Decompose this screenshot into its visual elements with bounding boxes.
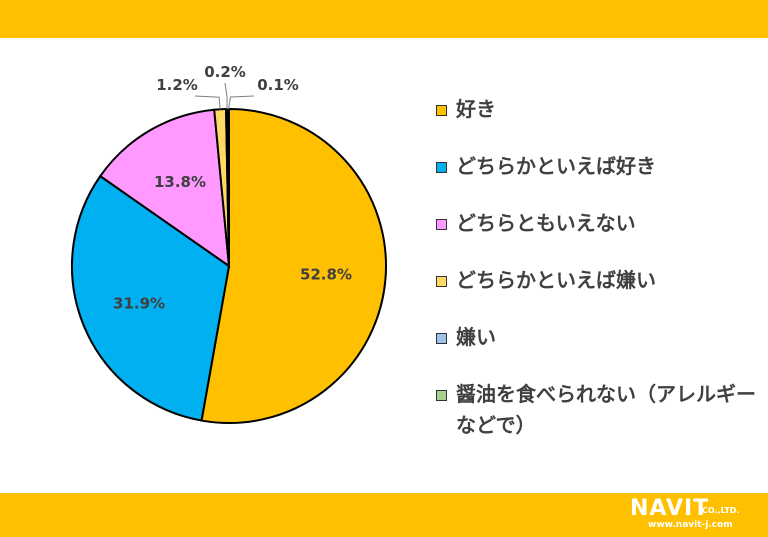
chart-legend: 好き どちらかといえば好き どちらともいえない どちらかといえば嫌い 嫌い 醤油… [436, 92, 756, 437]
leader-line [224, 82, 228, 110]
legend-swatch [436, 162, 447, 173]
top-banner [0, 0, 768, 38]
pie-slices [71, 107, 387, 424]
legend-label: どちらかといえば嫌い [456, 268, 656, 292]
slice-value-label: 0.1% [257, 76, 299, 94]
legend-item-neutral: どちらともいえない [436, 206, 756, 263]
pie-slice [227, 107, 230, 267]
pie-slice [200, 107, 387, 424]
legend-swatch [436, 390, 447, 401]
legend-label: 醤油を食べられない（アレルギーなどで） [456, 382, 756, 437]
pie-slice [98, 108, 231, 269]
legend-item-somewhat-like: どちらかといえば好き [436, 149, 756, 206]
slice-value-label: 0.2% [204, 63, 246, 81]
slice-value-label: 31.9% [113, 294, 165, 312]
legend-swatch [436, 333, 447, 344]
legend-item-cannot-eat: 醤油を食べられない（アレルギーなどで） [436, 377, 756, 437]
logo-url: www.navit-j.com [648, 520, 733, 530]
leader-line [194, 95, 221, 110]
leader-lines [194, 82, 255, 110]
slice-value-label: 52.8% [300, 266, 352, 284]
legend-swatch [436, 105, 447, 116]
legend-item-like: 好き [436, 92, 756, 149]
legend-label: 嫌い [456, 325, 496, 349]
logo-brand-text: NAVIT [630, 496, 710, 521]
slice-value-label: 13.8% [154, 173, 206, 191]
legend-item-somewhat-dislike: どちらかといえば嫌い [436, 263, 756, 320]
legend-label: どちらともいえない [456, 211, 636, 235]
legend-swatch [436, 276, 447, 287]
company-logo: NAVIT CO.,LTD. www.navit-j.com [630, 497, 758, 533]
bottom-banner [0, 493, 768, 537]
pie-slice [71, 174, 231, 422]
legend-item-dislike: 嫌い [436, 320, 756, 377]
pie-chart: 52.8% 31.9% 13.8% 1.2% 0.2% 0.1% [71, 63, 387, 424]
data-labels: 52.8% 31.9% 13.8% 1.2% 0.2% 0.1% [113, 63, 352, 312]
slice-value-label: 1.2% [156, 76, 198, 94]
leader-line [228, 95, 255, 110]
legend-swatch [436, 219, 447, 230]
legend-label: 好き [456, 97, 496, 121]
legend-label: どちらかといえば好き [456, 154, 656, 178]
logo-company-suffix: CO.,LTD. [702, 506, 740, 515]
